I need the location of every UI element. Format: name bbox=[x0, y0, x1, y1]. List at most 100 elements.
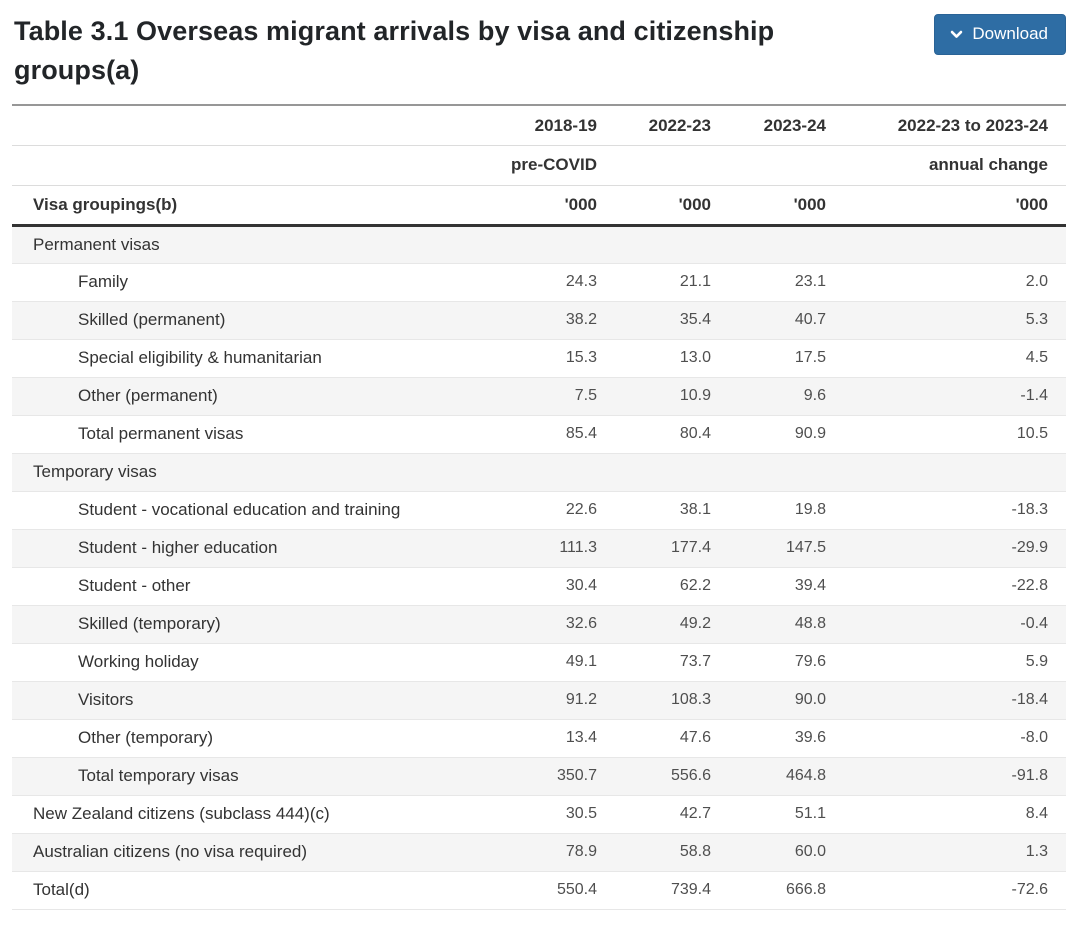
row-value: 108.3 bbox=[670, 691, 711, 709]
row-label: Permanent visas bbox=[33, 234, 160, 254]
row-value: 90.0 bbox=[794, 691, 826, 709]
row-value: -22.8 bbox=[1011, 577, 1048, 595]
row-value: 48.8 bbox=[794, 615, 826, 633]
row-value: 42.7 bbox=[679, 805, 711, 823]
table-row: Working holiday 49.1 73.7 79.6 5.9 bbox=[12, 643, 1066, 682]
unit-header: '000 bbox=[844, 185, 1066, 227]
row-value: 32.6 bbox=[565, 615, 597, 633]
row-label: Family bbox=[78, 272, 129, 292]
row-value: 1.3 bbox=[1025, 843, 1048, 861]
row-label: New Zealand citizens (subclass 444)(c) bbox=[33, 804, 330, 824]
row-value: 177.4 bbox=[670, 539, 711, 557]
row-value bbox=[482, 225, 615, 263]
subheader-pre-covid: pre-COVID bbox=[482, 145, 615, 186]
table-row: Family 24.3 21.1 23.1 2.0 bbox=[12, 263, 1066, 302]
row-value: 22.6 bbox=[565, 501, 597, 519]
table-row: Total permanent visas 85.4 80.4 90.9 10.5 bbox=[12, 415, 1066, 454]
table-row: Student - higher education 111.3 177.4 147.… bbox=[12, 529, 1066, 568]
year-header-2022-23: 2022-23 bbox=[615, 105, 729, 146]
row-value: 4.5 bbox=[1025, 349, 1048, 367]
row-value: 85.4 bbox=[565, 425, 597, 443]
migrant-arrivals-table: 2018-19 2022-23 2023-24 2022-23 to 2023-… bbox=[12, 104, 1066, 910]
year-header-2018-19: 2018-19 bbox=[482, 105, 615, 146]
row-label: Total temporary visas bbox=[78, 766, 239, 786]
row-label: Temporary visas bbox=[33, 462, 157, 482]
table-row: Student - other 30.4 62.2 39.4 -22.8 bbox=[12, 567, 1066, 606]
table-row: Total temporary visas 350.7 556.6 464.8 -91.… bbox=[12, 757, 1066, 796]
year-header-2023-24: 2023-24 bbox=[729, 105, 844, 146]
row-label: Total(d) bbox=[33, 880, 90, 900]
table-row: Skilled (permanent) 38.2 35.4 40.7 5.3 bbox=[12, 301, 1066, 340]
header-bar: Table 3.1 Overseas migrant arrivals by v… bbox=[0, 0, 1080, 90]
unit-header: '000 bbox=[482, 185, 615, 227]
page-title: Table 3.1 Overseas migrant arrivals by v… bbox=[14, 16, 775, 86]
row-value: 464.8 bbox=[785, 767, 826, 785]
row-value: 30.5 bbox=[565, 805, 597, 823]
row-value: 30.4 bbox=[565, 577, 597, 595]
row-label: Australian citizens (no visa required) bbox=[33, 842, 308, 862]
row-value bbox=[615, 225, 729, 263]
row-value: 35.4 bbox=[679, 311, 711, 329]
row-label: Skilled (temporary) bbox=[78, 614, 221, 634]
row-label: Student - other bbox=[78, 576, 191, 596]
row-value: 73.7 bbox=[679, 653, 711, 671]
row-label: Skilled (permanent) bbox=[78, 310, 226, 330]
row-value: 51.1 bbox=[794, 805, 826, 823]
download-button-label: Download bbox=[972, 24, 1048, 43]
row-value: 9.6 bbox=[803, 387, 826, 405]
row-value bbox=[844, 453, 1066, 491]
row-value: 39.6 bbox=[794, 729, 826, 747]
table-header: 2018-19 2022-23 2023-24 2022-23 to 2023-… bbox=[12, 105, 1066, 227]
row-value: -8.0 bbox=[1020, 729, 1048, 747]
row-value: 739.4 bbox=[670, 881, 711, 899]
row-value: 23.1 bbox=[794, 273, 826, 291]
row-value: 13.4 bbox=[565, 729, 597, 747]
year-header-change: 2022-23 to 2023-24 bbox=[844, 105, 1066, 146]
header-spacer bbox=[12, 145, 482, 186]
table-row: New Zealand citizens (subclass 444)(c) 30… bbox=[12, 795, 1066, 834]
table-row: Permanent visas bbox=[12, 225, 1066, 264]
row-value: -18.3 bbox=[1011, 501, 1048, 519]
download-button[interactable]: Download bbox=[934, 14, 1066, 55]
row-value bbox=[729, 225, 844, 263]
row-value bbox=[844, 225, 1066, 263]
row-value: 10.5 bbox=[1016, 425, 1048, 443]
table-body: Permanent visas Family 24.3 21.1 23.1 2.0 Skil… bbox=[12, 225, 1066, 910]
table-row: Total(d) 550.4 739.4 666.8 -72.6 bbox=[12, 871, 1066, 910]
unit-header: '000 bbox=[615, 185, 729, 227]
row-label: Visitors bbox=[78, 690, 134, 710]
row-value bbox=[729, 453, 844, 491]
header-row-units: Visa groupings(b) '000 '000 '000 '000 bbox=[12, 185, 1066, 227]
row-value: 556.6 bbox=[670, 767, 711, 785]
row-value: 78.9 bbox=[565, 843, 597, 861]
row-value: -72.6 bbox=[1011, 881, 1048, 899]
row-label: Total permanent visas bbox=[78, 424, 244, 444]
table-row: Special eligibility & humanitarian 15.3 13… bbox=[12, 339, 1066, 378]
row-value: 2.0 bbox=[1025, 273, 1048, 291]
row-value: 49.2 bbox=[679, 615, 711, 633]
row-value: -18.4 bbox=[1011, 691, 1048, 709]
row-value: -1.4 bbox=[1020, 387, 1048, 405]
row-value: 58.8 bbox=[679, 843, 711, 861]
row-value: 62.2 bbox=[679, 577, 711, 595]
table-row: Visitors 91.2 108.3 90.0 -18.4 bbox=[12, 681, 1066, 720]
row-value: 79.6 bbox=[794, 653, 826, 671]
row-value: 91.2 bbox=[565, 691, 597, 709]
row-value: 13.0 bbox=[679, 349, 711, 367]
row-label: Special eligibility & humanitarian bbox=[78, 348, 322, 368]
row-value: 17.5 bbox=[794, 349, 826, 367]
row-value: 19.8 bbox=[794, 501, 826, 519]
row-value: 111.3 bbox=[559, 539, 597, 557]
row-value: 5.3 bbox=[1025, 311, 1048, 329]
row-value: 8.4 bbox=[1025, 805, 1048, 823]
row-label: Student - vocational education and train… bbox=[78, 500, 401, 520]
table-row: Australian citizens (no visa required) 78… bbox=[12, 833, 1066, 872]
row-value: 24.3 bbox=[565, 273, 597, 291]
row-label: Working holiday bbox=[78, 652, 199, 672]
table-row: Skilled (temporary) 32.6 49.2 48.8 -0.4 bbox=[12, 605, 1066, 644]
header-row-years: 2018-19 2022-23 2023-24 2022-23 to 2023-… bbox=[12, 105, 1066, 146]
row-value: 47.6 bbox=[679, 729, 711, 747]
row-value: 550.4 bbox=[556, 881, 597, 899]
row-value: 350.7 bbox=[556, 767, 597, 785]
row-value: 147.5 bbox=[785, 539, 826, 557]
